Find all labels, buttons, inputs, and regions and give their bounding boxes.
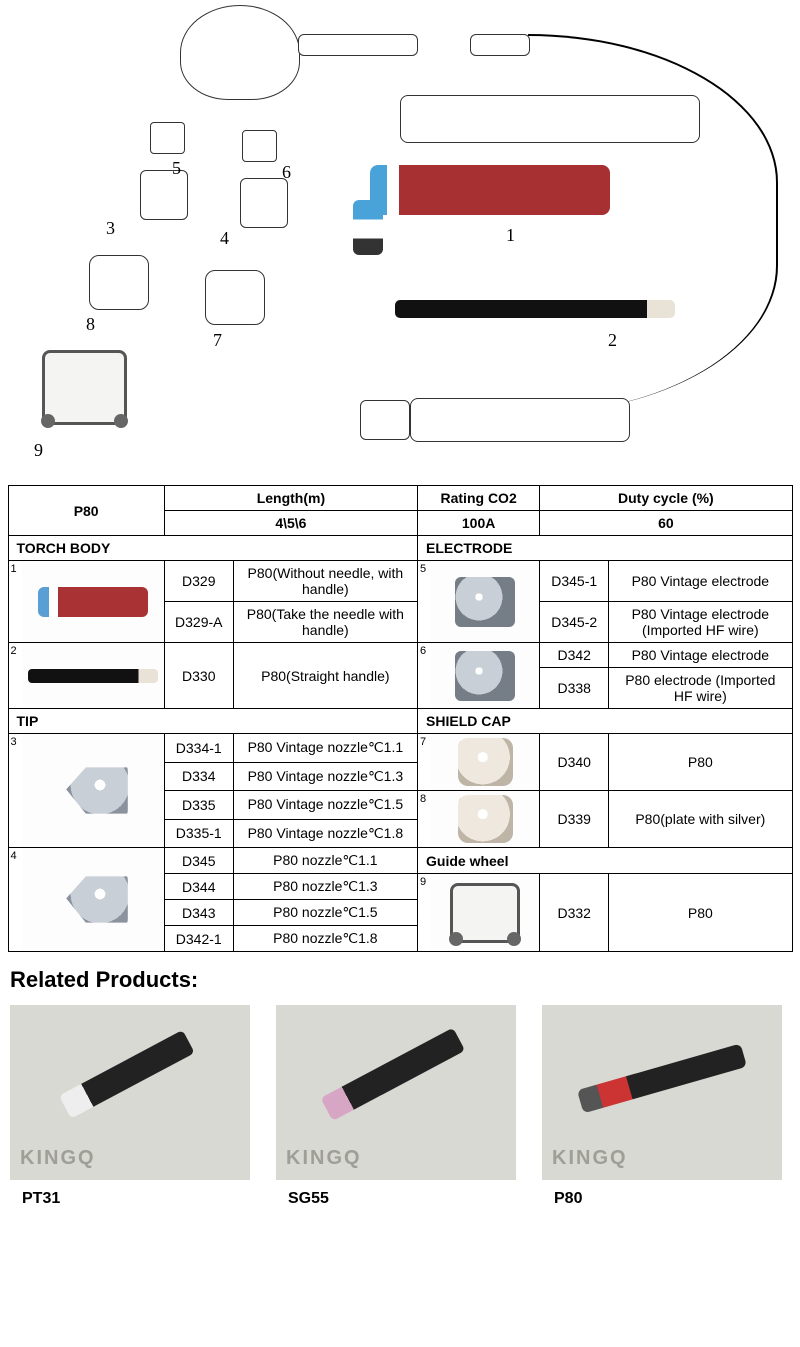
part-code: D340 — [540, 734, 609, 791]
duty-label: Duty cycle (%) — [540, 486, 792, 511]
part-code: D332 — [540, 874, 609, 952]
part-code: D339 — [540, 791, 609, 848]
diagram-label-6: 6 — [282, 162, 291, 183]
part-image — [22, 561, 165, 643]
section-torch-body: TORCH BODY — [8, 536, 418, 561]
part-desc: P80(Without needle, with handle) — [233, 561, 417, 602]
diagram-label-5: 5 — [172, 158, 181, 179]
duty-val: 60 — [540, 511, 792, 536]
part-code: D338 — [540, 668, 609, 709]
part-code: D335 — [164, 791, 233, 820]
part-code: D329-A — [164, 602, 233, 643]
part-image — [431, 791, 539, 848]
diagram-label-9: 9 — [34, 440, 43, 461]
part-desc: P80 Vintage electrode — [609, 643, 792, 668]
part-desc: P80 Vintage electrode — [609, 561, 792, 602]
part-desc: P80 electrode (Imported HF wire) — [609, 668, 792, 709]
section-electrode: ELECTRODE — [418, 536, 792, 561]
part-desc: P80 Vintage nozzle℃1.5 — [233, 791, 417, 820]
part-code: D342-1 — [164, 926, 233, 952]
part-code: D345-2 — [540, 602, 609, 643]
part-code: D330 — [164, 643, 233, 709]
related-card[interactable]: KINGQ PT31 — [10, 1005, 250, 1208]
part-desc: P80(Straight handle) — [233, 643, 417, 709]
length-val: 4\5\6 — [164, 511, 417, 536]
row-num: 2 — [8, 643, 22, 709]
part-image — [431, 734, 539, 791]
part-code: D345-1 — [540, 561, 609, 602]
part-image — [22, 643, 165, 709]
diagram-label-8: 8 — [86, 314, 95, 335]
diagram-label-3: 3 — [106, 218, 115, 239]
related-title: Related Products: — [10, 967, 790, 993]
part-desc: P80 — [609, 874, 792, 952]
part-desc: P80 nozzle℃1.8 — [233, 926, 417, 952]
diagram-label-7: 7 — [213, 330, 222, 351]
related-card[interactable]: KINGQ SG55 — [276, 1005, 516, 1208]
part-image — [431, 561, 539, 643]
related-image: KINGQ — [542, 1005, 782, 1180]
section-tip: TIP — [8, 709, 418, 734]
part-desc: P80 — [609, 734, 792, 791]
row-num: 1 — [8, 561, 22, 643]
related-label: P80 — [542, 1180, 782, 1208]
row-num: 9 — [418, 874, 432, 952]
row-num: 3 — [8, 734, 22, 848]
related-image: KINGQ — [10, 1005, 250, 1180]
part-image — [431, 874, 539, 952]
part-code: D344 — [164, 874, 233, 900]
part-desc: P80 Vintage nozzle℃1.1 — [233, 734, 417, 763]
part-desc: P80 Vintage nozzle℃1.8 — [233, 819, 417, 848]
related-label: SG55 — [276, 1180, 516, 1208]
row-num: 6 — [418, 643, 432, 709]
diagram-label-4: 4 — [220, 228, 229, 249]
spec-table: P80 Length(m) Rating CO2 Duty cycle (%) … — [8, 485, 793, 952]
diagram-label-2: 2 — [608, 330, 617, 351]
part-code: D343 — [164, 900, 233, 926]
rating-label: Rating CO2 — [418, 486, 540, 511]
related-card[interactable]: KINGQ P80 — [542, 1005, 782, 1208]
part-image — [431, 643, 539, 709]
row-num: 7 — [418, 734, 432, 791]
row-num: 5 — [418, 561, 432, 643]
part-desc: P80 nozzle℃1.1 — [233, 848, 417, 874]
part-code: D334 — [164, 762, 233, 791]
part-code: D345 — [164, 848, 233, 874]
part-desc: P80(Take the needle with handle) — [233, 602, 417, 643]
length-label: Length(m) — [164, 486, 417, 511]
part-desc: P80 Vintage nozzle℃1.3 — [233, 762, 417, 791]
part-desc: P80 Vintage electrode (Imported HF wire) — [609, 602, 792, 643]
part-code: D335-1 — [164, 819, 233, 848]
part-image — [22, 848, 165, 952]
part-desc: P80 nozzle℃1.5 — [233, 900, 417, 926]
row-num: 4 — [8, 848, 22, 952]
rating-val: 100A — [418, 511, 540, 536]
section-guide-wheel: Guide wheel — [418, 848, 792, 874]
section-shield-cap: SHIELD CAP — [418, 709, 792, 734]
part-desc: P80 nozzle℃1.3 — [233, 874, 417, 900]
part-image — [22, 734, 165, 848]
part-code: D342 — [540, 643, 609, 668]
related-label: PT31 — [10, 1180, 250, 1208]
row-num: 8 — [418, 791, 432, 848]
part-code: D334-1 — [164, 734, 233, 763]
part-desc: P80(plate with silver) — [609, 791, 792, 848]
part-code: D329 — [164, 561, 233, 602]
model-cell: P80 — [8, 486, 164, 536]
related-products: Related Products: KINGQ PT31 KINGQ SG55 … — [0, 957, 800, 1228]
parts-diagram: 1 2 3 4 5 6 7 8 9 — [0, 0, 800, 480]
diagram-label-1: 1 — [506, 225, 515, 246]
related-image: KINGQ — [276, 1005, 516, 1180]
